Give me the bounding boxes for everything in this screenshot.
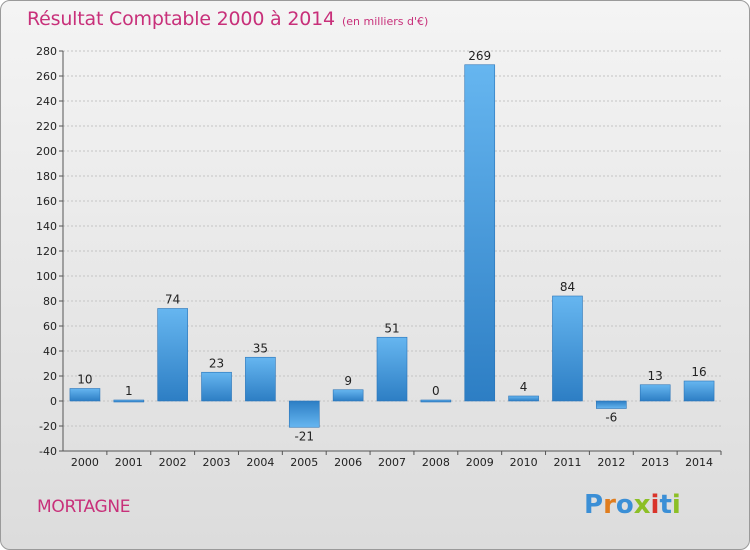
y-tick-label: 240 [36, 95, 57, 108]
y-tick-label: 80 [43, 295, 57, 308]
bar-2009 [464, 64, 496, 402]
bar-2013 [639, 384, 671, 402]
data-label-2012: -6 [605, 411, 617, 425]
y-tick-label: 100 [36, 270, 57, 283]
bars [69, 64, 715, 428]
x-tick-label: 2000 [71, 456, 99, 469]
bar-2008 [420, 399, 452, 403]
grid-lines [63, 50, 721, 452]
bar-2004 [245, 356, 276, 402]
bar-2003 [201, 371, 232, 402]
x-tick-label: 2003 [203, 456, 231, 469]
data-label-2005: -21 [294, 429, 314, 443]
bar-2001 [113, 399, 145, 403]
bar-2012 [596, 400, 627, 409]
data-label-2002: 74 [165, 293, 180, 307]
y-tick-label: 20 [43, 370, 57, 383]
data-label-2009: 269 [468, 49, 491, 63]
x-tick-label: 2009 [466, 456, 494, 469]
proxiti-logo: Proxiti [584, 490, 681, 520]
data-label-2011: 84 [560, 280, 575, 294]
bar-2007 [376, 336, 408, 402]
x-tick-label: 2007 [378, 456, 406, 469]
x-tick-label: 2011 [553, 456, 581, 469]
y-tick-label: 140 [36, 220, 57, 233]
bar-2000 [69, 388, 101, 402]
y-tick-label: 120 [36, 245, 57, 258]
chart-subtitle: (en milliers d'€) [342, 15, 429, 28]
y-tick-label: -20 [39, 420, 57, 433]
commune-name: MORTAGNE [37, 497, 131, 517]
x-tick-label: 2002 [159, 456, 187, 469]
x-tick-label: 2010 [510, 456, 538, 469]
data-label-2006: 9 [344, 374, 352, 388]
y-tick-label: 220 [36, 120, 57, 133]
x-tick-label: 2013 [641, 456, 669, 469]
y-tick-label: 260 [36, 70, 57, 83]
chart-title: Résultat Comptable 2000 à 2014 [27, 8, 335, 30]
axes: -40-200204060801001201401601802002202402… [36, 45, 722, 469]
y-tick-label: -40 [39, 445, 57, 458]
data-label-2007: 51 [384, 321, 399, 335]
data-label-2013: 13 [648, 369, 663, 383]
bar-2010 [508, 395, 539, 402]
y-tick-label: 160 [36, 195, 57, 208]
y-tick-label: 60 [43, 320, 57, 333]
x-tick-label: 2005 [290, 456, 318, 469]
data-label-2010: 4 [520, 380, 528, 394]
data-label-2000: 10 [77, 373, 92, 387]
data-label-2008: 0 [432, 384, 440, 398]
y-tick-label: 180 [36, 170, 57, 183]
bar-2011 [552, 295, 583, 402]
x-tick-label: 2008 [422, 456, 450, 469]
y-tick-label: 200 [36, 145, 57, 158]
bar-2014 [683, 380, 715, 402]
y-tick-label: 280 [36, 45, 57, 58]
data-label-2001: 1 [125, 384, 133, 398]
x-tick-label: 2014 [685, 456, 713, 469]
data-label-2003: 23 [209, 356, 224, 370]
bar-2006 [332, 389, 364, 402]
bar-2002 [157, 308, 188, 402]
x-tick-label: 2006 [334, 456, 362, 469]
y-tick-label: 0 [50, 395, 57, 408]
data-label-2014: 16 [691, 365, 706, 379]
data-label-2004: 35 [253, 341, 268, 355]
x-tick-label: 2012 [597, 456, 625, 469]
x-tick-label: 2001 [115, 456, 143, 469]
data-labels: 10 1 74 23 35 -21 9 51 0 269 4 84 -6 13 16 [77, 49, 706, 444]
bar-2005 [288, 400, 320, 428]
y-tick-label: 40 [43, 345, 57, 358]
x-tick-label: 2004 [246, 456, 274, 469]
